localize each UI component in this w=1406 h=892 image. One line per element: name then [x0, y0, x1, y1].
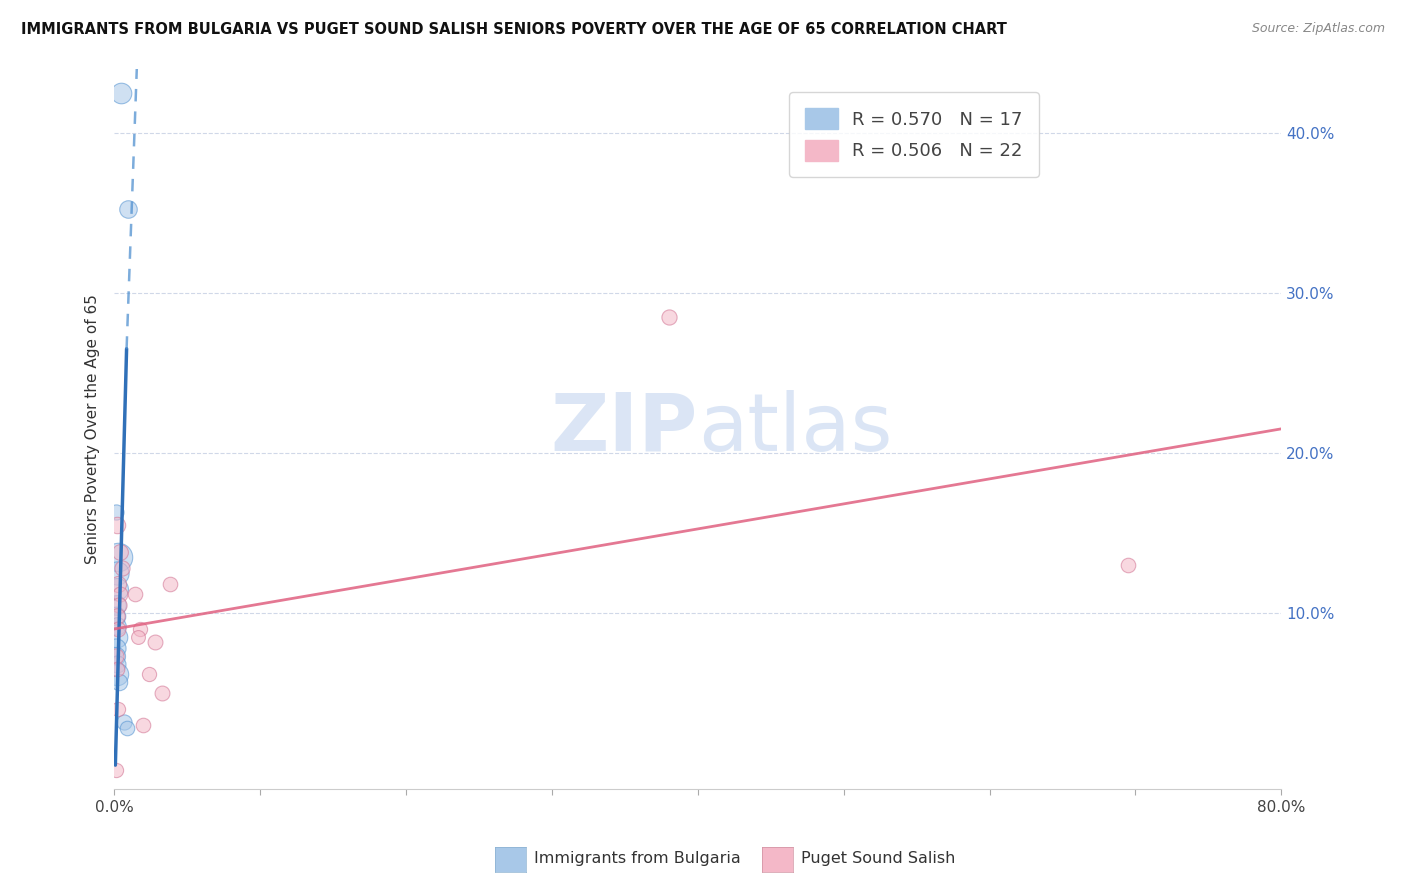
Point — [107, 674, 129, 689]
Point — [105, 657, 128, 672]
Point — [105, 630, 128, 644]
Point — [107, 622, 129, 636]
Point — [107, 702, 129, 716]
Point — [107, 598, 129, 612]
Text: ZIP: ZIP — [551, 390, 697, 467]
Point — [105, 505, 128, 519]
Text: atlas: atlas — [697, 390, 893, 467]
Point — [1116, 558, 1139, 572]
Point — [129, 622, 152, 636]
Point — [105, 666, 128, 681]
Point — [658, 310, 681, 324]
Text: Puget Sound Salish: Puget Sound Salish — [801, 851, 956, 865]
Point — [132, 718, 155, 732]
Point — [105, 641, 128, 656]
Point — [110, 86, 132, 100]
Point — [159, 577, 181, 591]
Point — [108, 545, 131, 559]
Point — [105, 517, 128, 532]
Text: Immigrants from Bulgaria: Immigrants from Bulgaria — [534, 851, 741, 865]
Legend: R = 0.570   N = 17, R = 0.506   N = 22: R = 0.570 N = 17, R = 0.506 N = 22 — [789, 92, 1039, 177]
Point — [150, 686, 173, 700]
Point — [115, 721, 138, 735]
Text: Source: ZipAtlas.com: Source: ZipAtlas.com — [1251, 22, 1385, 36]
Point — [107, 577, 129, 591]
Point — [105, 619, 128, 633]
Point — [124, 587, 146, 601]
Point — [104, 763, 127, 777]
Point — [111, 561, 134, 575]
Point — [104, 598, 127, 612]
Point — [105, 662, 128, 676]
Point — [112, 714, 135, 729]
Point — [105, 609, 128, 624]
Point — [143, 635, 166, 649]
Point — [105, 566, 128, 580]
Point — [127, 630, 149, 644]
Point — [105, 609, 128, 624]
Text: IMMIGRANTS FROM BULGARIA VS PUGET SOUND SALISH SENIORS POVERTY OVER THE AGE OF 6: IMMIGRANTS FROM BULGARIA VS PUGET SOUND … — [21, 22, 1007, 37]
Point — [138, 666, 160, 681]
Point — [117, 202, 139, 217]
Point — [104, 649, 127, 664]
Point — [105, 582, 128, 596]
Point — [104, 649, 127, 664]
Point — [107, 549, 129, 564]
Point — [108, 587, 131, 601]
Y-axis label: Seniors Poverty Over the Age of 65: Seniors Poverty Over the Age of 65 — [86, 293, 100, 564]
